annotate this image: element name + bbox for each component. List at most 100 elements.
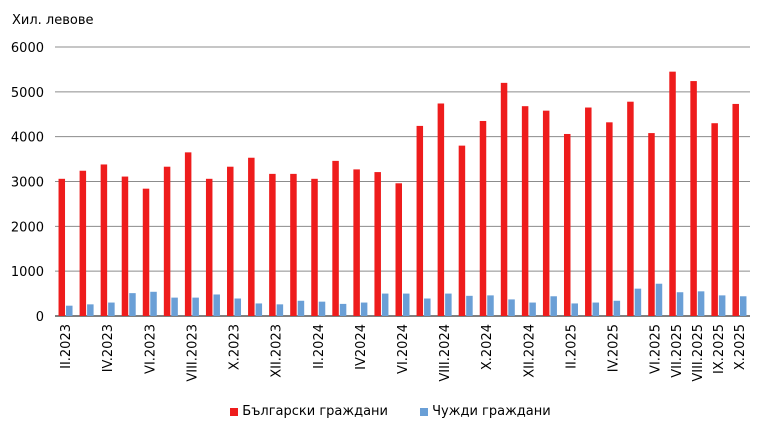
y-tick-label: 2000 bbox=[11, 220, 44, 235]
bar-foreign bbox=[255, 303, 263, 316]
y-tick-label: 6000 bbox=[11, 41, 44, 56]
bar-bulgarian bbox=[521, 106, 529, 317]
bar-foreign bbox=[466, 295, 473, 316]
bar-bulgarian bbox=[290, 173, 297, 316]
bar-foreign bbox=[592, 302, 600, 316]
x-tick-label: IV2024 bbox=[354, 324, 369, 370]
bar-bulgarian bbox=[163, 166, 171, 316]
bar-foreign bbox=[613, 300, 621, 316]
bar-foreign bbox=[318, 301, 326, 316]
gridlines bbox=[55, 46, 750, 317]
x-tick-label: VI.2024 bbox=[396, 324, 411, 374]
bar-bulgarian bbox=[374, 172, 381, 316]
bar-bulgarian bbox=[563, 133, 571, 316]
bar-foreign bbox=[213, 294, 220, 316]
bar-bulgarian bbox=[437, 103, 445, 317]
x-tick-label: X.2023 bbox=[228, 324, 243, 370]
x-tick-label: X.2024 bbox=[480, 324, 495, 370]
x-tick-label: VIII.2025 bbox=[691, 324, 706, 382]
legend-swatch-bulgarian bbox=[230, 407, 239, 416]
bar-foreign bbox=[87, 304, 94, 316]
bar-bulgarian bbox=[500, 82, 508, 316]
bar-foreign bbox=[529, 302, 536, 316]
bar-foreign bbox=[739, 296, 747, 316]
bar-bulgarian bbox=[227, 166, 234, 316]
x-tick-label: VI.2023 bbox=[143, 324, 158, 374]
bars bbox=[58, 71, 747, 317]
bar-foreign bbox=[487, 295, 494, 316]
bar-foreign bbox=[276, 304, 284, 316]
legend: Български граждани Чужди граждани bbox=[0, 404, 781, 420]
x-tick-label: X.2025 bbox=[733, 324, 748, 370]
bar-foreign bbox=[150, 291, 157, 316]
bar-foreign bbox=[508, 299, 515, 316]
bar-foreign bbox=[339, 303, 347, 316]
bar-foreign bbox=[403, 293, 410, 316]
y-axis-unit-label: Хил. левове bbox=[12, 13, 94, 28]
x-tick-label: XII.2023 bbox=[270, 324, 285, 378]
y-tick-label: 0 bbox=[36, 310, 44, 325]
bar-bulgarian bbox=[585, 107, 592, 317]
bar-bulgarian bbox=[58, 178, 66, 316]
bar-bulgarian bbox=[711, 123, 718, 316]
y-axis-ticks: 0 1000 2000 3000 4000 5000 6000 bbox=[11, 41, 44, 325]
x-axis-ticks: II.2023 IV.2023 VI.2023 VIII.2023 X.2023 XII.… bbox=[59, 324, 748, 382]
legend-label-foreign: Чужди граждани bbox=[432, 404, 551, 419]
bar-chart: 0 1000 2000 3000 4000 5000 6000 II.2023 IV.2023… bbox=[11, 41, 750, 382]
x-tick-label: VI.2025 bbox=[649, 324, 664, 374]
x-tick-label: II.2024 bbox=[312, 324, 327, 369]
bar-foreign bbox=[571, 303, 578, 316]
y-tick-label: 1000 bbox=[11, 265, 44, 280]
bar-foreign bbox=[108, 302, 115, 316]
bar-bulgarian bbox=[669, 71, 676, 317]
x-tick-label: IV.2023 bbox=[101, 324, 116, 372]
bar-foreign bbox=[129, 293, 136, 316]
bar-foreign bbox=[445, 293, 452, 316]
bar-bulgarian bbox=[332, 160, 339, 316]
x-tick-label: IV.2025 bbox=[607, 324, 622, 372]
bar-bulgarian bbox=[416, 125, 424, 316]
bar-foreign bbox=[234, 298, 242, 316]
x-tick-label: II.2025 bbox=[564, 324, 579, 369]
bar-bulgarian bbox=[311, 178, 318, 316]
bar-bulgarian bbox=[353, 169, 360, 316]
x-tick-label: VII.2025 bbox=[670, 324, 685, 378]
bar-bulgarian bbox=[100, 164, 108, 316]
bar-bulgarian bbox=[458, 145, 466, 316]
y-tick-label: 4000 bbox=[11, 131, 44, 146]
bar-foreign bbox=[634, 288, 642, 316]
y-tick-label: 5000 bbox=[11, 86, 44, 101]
bar-foreign bbox=[676, 292, 684, 316]
bar-foreign bbox=[192, 297, 199, 316]
bar-bulgarian bbox=[648, 133, 655, 316]
bar-bulgarian bbox=[79, 170, 87, 316]
bar-foreign bbox=[718, 295, 726, 316]
bar-foreign bbox=[297, 300, 305, 316]
bar-bulgarian bbox=[732, 103, 739, 317]
bar-foreign bbox=[171, 297, 178, 316]
bar-bulgarian bbox=[606, 122, 613, 316]
bar-bulgarian bbox=[142, 188, 150, 316]
bar-foreign bbox=[381, 293, 389, 316]
bar-foreign bbox=[360, 302, 368, 316]
legend-label-bulgarian: Български граждани bbox=[242, 404, 388, 419]
bar-foreign bbox=[697, 291, 705, 316]
bar-bulgarian bbox=[542, 110, 550, 316]
bar-bulgarian bbox=[479, 120, 487, 316]
bar-bulgarian bbox=[627, 101, 634, 317]
legend-swatch-foreign bbox=[420, 407, 429, 416]
bar-bulgarian bbox=[395, 183, 402, 316]
x-tick-label: VIII.2024 bbox=[438, 324, 453, 382]
legend-item-bulgarian: Български граждани bbox=[230, 404, 388, 419]
x-tick-label: XII.2024 bbox=[522, 324, 537, 378]
legend-item-foreign: Чужди граждани bbox=[420, 404, 551, 419]
bar-bulgarian bbox=[121, 176, 129, 316]
x-tick-label: VIII.2023 bbox=[185, 324, 200, 382]
bar-foreign bbox=[424, 298, 431, 316]
bar-bulgarian bbox=[269, 173, 276, 316]
bar-foreign bbox=[66, 305, 73, 316]
x-tick-label: II.2023 bbox=[59, 324, 74, 369]
bar-bulgarian bbox=[184, 152, 192, 316]
bar-foreign bbox=[550, 296, 557, 316]
bar-bulgarian bbox=[205, 178, 213, 316]
